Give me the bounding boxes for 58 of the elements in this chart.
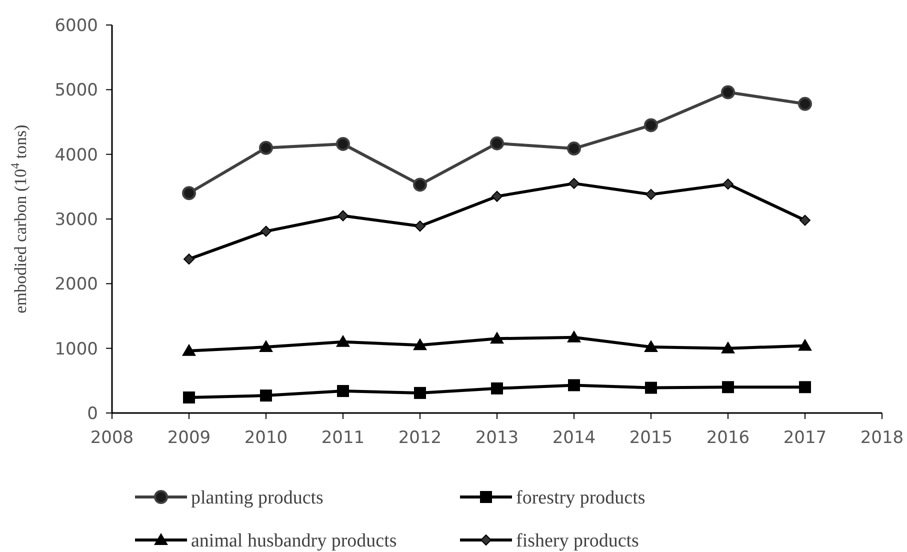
point bbox=[798, 96, 812, 111]
y-tick-label: 5000 bbox=[54, 80, 98, 101]
y-tick-label: 1000 bbox=[54, 339, 98, 360]
point bbox=[645, 382, 657, 394]
legend-label: forestry products bbox=[516, 488, 646, 509]
point bbox=[336, 334, 350, 347]
y-tick-label: 0 bbox=[87, 404, 98, 424]
y-tick-label: 4000 bbox=[54, 145, 98, 166]
point bbox=[722, 178, 734, 190]
x-tick-label: 2010 bbox=[244, 428, 288, 448]
point bbox=[491, 382, 503, 394]
point bbox=[721, 341, 735, 354]
point bbox=[567, 330, 581, 342]
point bbox=[722, 381, 734, 394]
point bbox=[414, 386, 426, 399]
x-tick-label: 2014 bbox=[552, 428, 596, 448]
point bbox=[184, 254, 194, 265]
point bbox=[567, 142, 581, 156]
point bbox=[490, 332, 504, 344]
point bbox=[799, 381, 811, 394]
point bbox=[721, 85, 735, 100]
point bbox=[259, 340, 273, 352]
legend-label: fishery products bbox=[516, 530, 639, 552]
point bbox=[259, 140, 273, 155]
y-tick-label: 2000 bbox=[54, 274, 98, 295]
x-tick-label: 2009 bbox=[167, 428, 211, 448]
legend-label: planting products bbox=[191, 488, 324, 509]
point bbox=[336, 136, 350, 151]
point bbox=[646, 188, 656, 200]
legend-label: animal husbandry products bbox=[191, 530, 397, 552]
point bbox=[338, 210, 348, 222]
y-tick-label: 6000 bbox=[54, 16, 98, 36]
x-tick-label: 2011 bbox=[321, 428, 365, 448]
point bbox=[182, 344, 196, 356]
point bbox=[568, 178, 580, 189]
point bbox=[800, 214, 810, 226]
point bbox=[644, 118, 658, 132]
point bbox=[337, 385, 349, 398]
x-tick-label: 2013 bbox=[475, 428, 519, 448]
x-tick-label: 2016 bbox=[706, 428, 750, 448]
point bbox=[260, 226, 272, 237]
point bbox=[644, 340, 658, 352]
y-tick-label: 3000 bbox=[54, 210, 98, 230]
x-tick-label: 2015 bbox=[629, 428, 673, 448]
x-tick-label: 2008 bbox=[90, 428, 134, 448]
x-tick-label: 2017 bbox=[783, 428, 827, 448]
point bbox=[183, 391, 195, 404]
point bbox=[414, 220, 426, 232]
point bbox=[490, 136, 504, 150]
point bbox=[798, 338, 812, 351]
x-tick-label: 2012 bbox=[398, 428, 442, 448]
point bbox=[492, 190, 502, 202]
point bbox=[568, 379, 580, 392]
point bbox=[413, 338, 427, 350]
point bbox=[260, 390, 272, 402]
point bbox=[182, 186, 196, 200]
x-tick-label: 2018 bbox=[860, 428, 904, 448]
point bbox=[413, 178, 427, 192]
